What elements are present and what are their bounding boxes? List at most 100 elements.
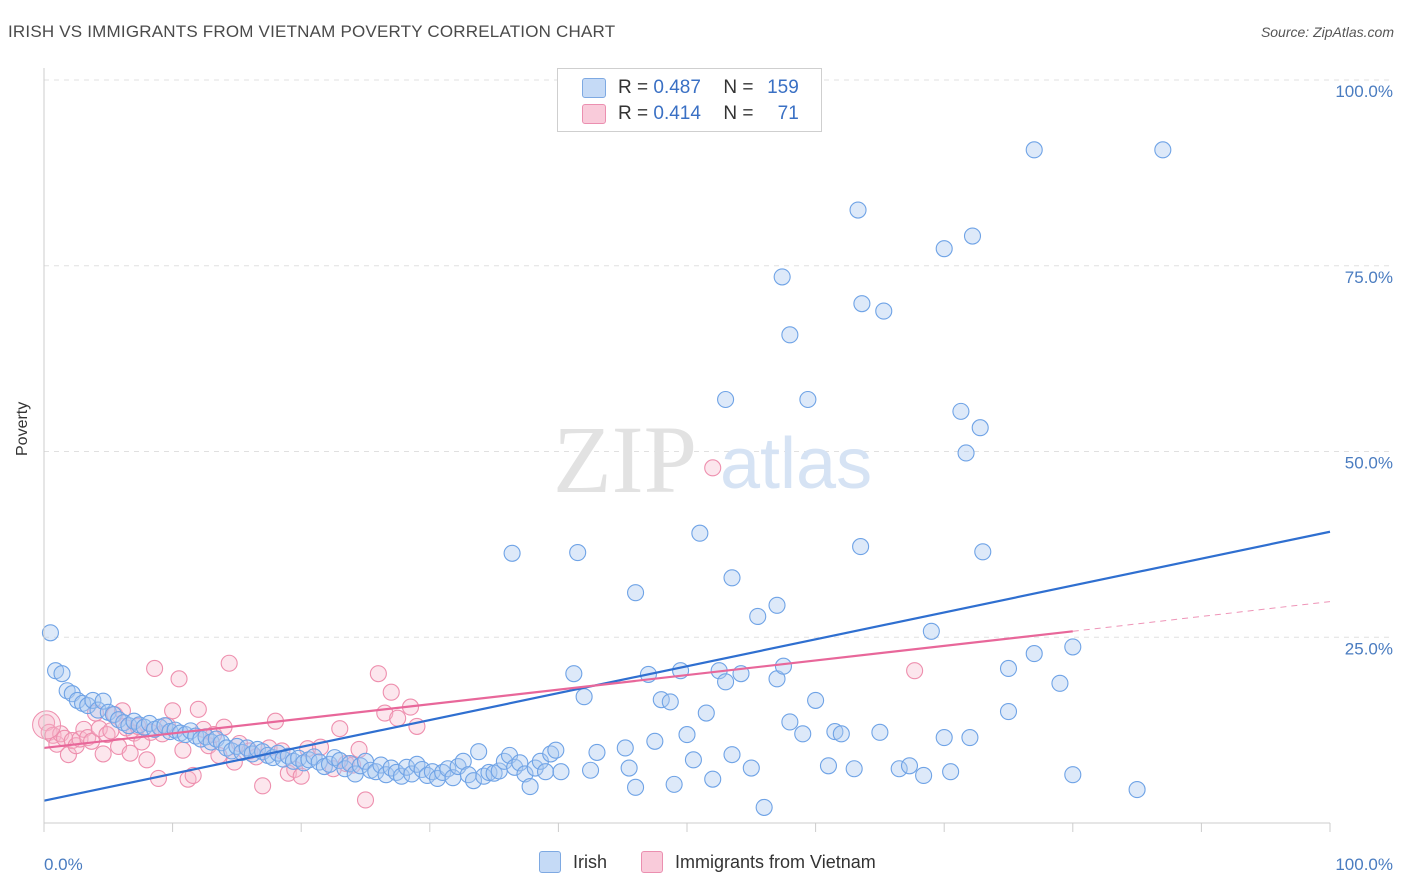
bottom-legend-vietnam: Immigrants from Vietnam	[641, 851, 876, 873]
y-tick-label: 100.0%	[1335, 82, 1393, 101]
irish-point	[963, 227, 982, 245]
vietnam-point	[94, 745, 112, 763]
irish-point	[1154, 141, 1172, 159]
irish-point	[915, 766, 933, 784]
x-tick-label: 100.0%	[1335, 855, 1393, 874]
irish-point	[717, 390, 735, 409]
irish-point	[464, 772, 483, 790]
irish-point	[89, 701, 107, 719]
irish-point	[974, 543, 992, 561]
bottom-legend-label: Irish	[573, 851, 608, 872]
irish-point	[326, 749, 344, 767]
watermark: ZIP atlas	[553, 406, 872, 513]
irish-point	[94, 692, 112, 710]
legend-r-value: 0.414	[653, 103, 701, 124]
irish-point	[961, 729, 979, 747]
irish-point	[588, 743, 606, 761]
irish-point	[547, 741, 565, 759]
irish-point	[569, 543, 587, 562]
irish-point	[749, 607, 767, 625]
irish-point	[536, 763, 555, 781]
irish-point	[781, 713, 799, 731]
irish-point	[1064, 766, 1082, 784]
irish-point	[53, 665, 71, 683]
irish-point	[331, 752, 349, 770]
legend-swatch-irish	[582, 78, 606, 98]
irish-point	[849, 201, 867, 219]
legend-r-value: 0.487	[653, 77, 701, 98]
irish-point	[68, 691, 86, 709]
irish-point	[794, 725, 812, 743]
irish-point	[41, 624, 59, 642]
irish-point	[516, 765, 534, 783]
irish-point	[439, 760, 457, 778]
irish-point	[781, 326, 799, 344]
y-tick-label: 50.0%	[1345, 454, 1393, 473]
irish-point	[565, 665, 583, 683]
irish-point	[279, 747, 297, 765]
irish-point	[852, 538, 870, 556]
irish-point	[832, 725, 850, 743]
vietnam-trend-line	[43, 630, 1073, 750]
vietnam-trend-extension	[1072, 601, 1331, 632]
y-tick-label: 75.0%	[1345, 268, 1393, 287]
vietnam-point	[382, 683, 400, 701]
legend-swatch-vietnam	[582, 104, 606, 124]
vietnam-point	[189, 700, 207, 718]
irish-point	[871, 723, 889, 741]
irish-point	[826, 723, 844, 741]
irish-point	[723, 746, 741, 764]
bottom-swatch-vietnam	[641, 851, 663, 873]
irish-point	[503, 544, 521, 562]
irish-point	[691, 524, 709, 542]
irish-point	[392, 767, 411, 785]
vietnam-point	[389, 709, 407, 727]
vietnam-point	[369, 665, 387, 683]
bottom-legend-irish: Irish	[539, 851, 607, 873]
vietnam-point	[164, 702, 182, 720]
irish-point	[521, 778, 539, 796]
bottom-swatch-irish	[539, 851, 561, 873]
source-label: Source: ZipAtlas.com	[1260, 24, 1394, 40]
irish-point	[717, 673, 735, 691]
irish-point	[646, 732, 664, 750]
legend-r-label: R =	[618, 77, 649, 98]
irish-point	[942, 763, 960, 781]
irish-point	[1051, 674, 1069, 692]
bottom-legend-label: Immigrants from Vietnam	[675, 851, 876, 872]
irish-point	[575, 688, 593, 706]
irish-point	[807, 691, 825, 709]
irish-point	[999, 659, 1018, 678]
series-vietnam-points	[32, 459, 924, 809]
vietnam-point	[292, 767, 310, 785]
x-tick-label: 0.0%	[44, 855, 83, 874]
legend-row-irish: R = 0.487 N = 159	[582, 75, 799, 101]
legend-row-vietnam: R = 0.414 N = 71	[582, 101, 799, 127]
vietnam-point	[174, 741, 192, 759]
irish-point	[957, 444, 975, 462]
irish-point	[408, 755, 426, 773]
irish-point	[581, 761, 600, 779]
vietnam-point	[32, 710, 62, 740]
vietnam-point	[906, 662, 924, 680]
irish-point	[627, 584, 645, 602]
irish-point	[971, 419, 989, 437]
vietnam-point	[356, 791, 375, 809]
irish-point	[552, 763, 570, 781]
axes: 25.0% 50.0% 75.0% 100.0% 0.0% 100.0%	[43, 68, 1393, 874]
irish-point	[372, 756, 390, 774]
legend-n-value: 71	[777, 103, 799, 124]
grid-lines	[44, 79, 1392, 638]
legend-r-label: R =	[618, 103, 649, 124]
irish-point	[1025, 645, 1043, 663]
irish-point	[853, 295, 871, 313]
watermark-zip: ZIP	[553, 406, 697, 513]
irish-point	[755, 798, 773, 816]
irish-point	[684, 751, 702, 769]
irish-point	[678, 726, 696, 744]
series-irish-points	[41, 141, 1172, 816]
vietnam-point	[254, 777, 272, 795]
irish-point	[697, 704, 715, 722]
vietnam-point	[704, 459, 722, 477]
